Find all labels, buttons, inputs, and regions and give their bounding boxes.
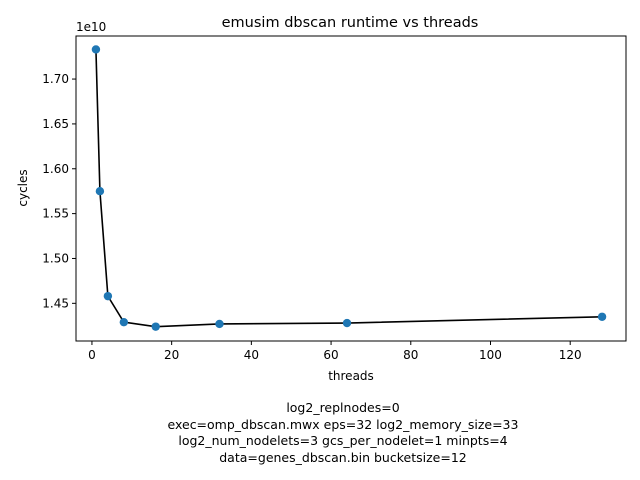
data-point [119, 317, 129, 327]
footnote-line-4: data=genes_dbscan.bin bucketsize=12 [219, 450, 466, 465]
x-tick-label: 60 [323, 348, 338, 362]
chart-title: emusim dbscan runtime vs threads [222, 15, 479, 31]
y-tick-label: 1.60 [42, 162, 69, 176]
series-line [95, 49, 603, 328]
axes-frame [75, 35, 627, 342]
x-axis-label: threads [328, 369, 374, 383]
data-point [95, 186, 105, 196]
data-point [91, 45, 101, 54]
x-tick-label: 120 [559, 348, 582, 362]
x-tick-label: 80 [403, 348, 418, 362]
y-tick-label: 1.65 [42, 117, 69, 131]
plot-area: 0 20 40 60 80 100 120 1.45 1.50 1.55 1.60 1.65 1.70 [42, 45, 607, 362]
x-tick-label: 20 [164, 348, 179, 362]
data-point [342, 318, 352, 328]
y-tick-label: 1.55 [42, 207, 69, 221]
x-tick-label: 0 [88, 348, 96, 362]
footnote-line-1: log2_replnodes=0 [286, 400, 399, 415]
y-tick-label: 1.70 [42, 72, 69, 86]
footnote: log2_replnodes=0 exec=omp_dbscan.mwx eps… [168, 400, 519, 465]
x-tick-label: 100 [479, 348, 502, 362]
footnote-line-3: log2_num_nodelets=3 gcs_per_nodelet=1 mi… [178, 433, 507, 448]
data-point [151, 322, 160, 331]
data-point [215, 319, 224, 329]
y-axis-label: cycles [16, 169, 30, 206]
x-tick-label: 40 [244, 348, 259, 362]
data-point [597, 312, 607, 321]
y-tick-label: 1.45 [42, 296, 69, 310]
data-point [103, 291, 113, 301]
footnote-line-2: exec=omp_dbscan.mwx eps=32 log2_memory_s… [168, 417, 519, 432]
y-offset-label: 1e10 [76, 20, 106, 34]
y-tick-label: 1.50 [42, 251, 69, 265]
